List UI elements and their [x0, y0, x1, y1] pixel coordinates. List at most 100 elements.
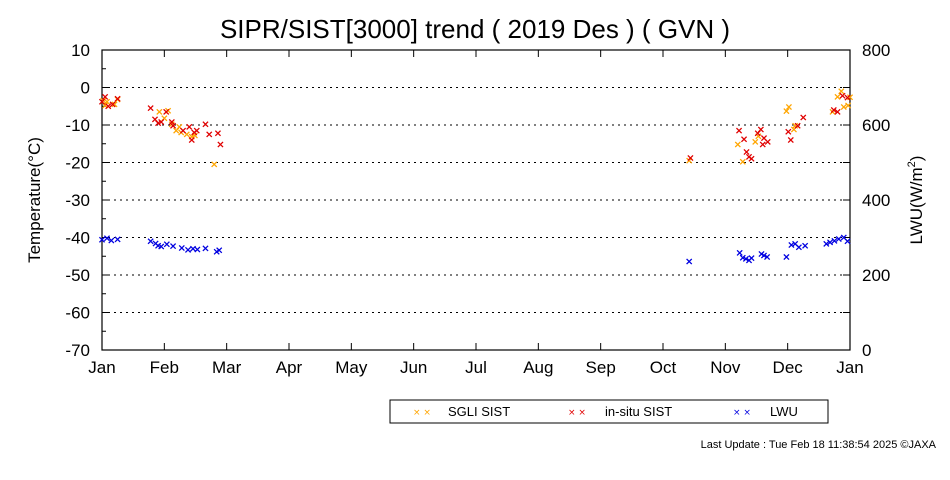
x-tick-label: Jan	[836, 358, 863, 377]
data-point	[823, 240, 830, 247]
y2-axis-label: LWU(W/m2)	[906, 156, 926, 245]
legend-label-sgli: SGLI SIST	[448, 404, 510, 419]
data-point	[111, 101, 118, 108]
data-point	[764, 253, 771, 261]
data-point	[163, 108, 170, 115]
data-point	[98, 236, 106, 243]
data-point	[840, 103, 847, 111]
data-point	[168, 118, 175, 126]
y-tick-label: 10	[71, 41, 90, 60]
data-points	[98, 88, 854, 265]
legend-marker-insitu: × ×	[568, 408, 586, 418]
axes: 100-10-20-30-40-50-60-708006004002000Jan…	[65, 41, 890, 377]
data-point	[764, 138, 771, 145]
chart-title: SIPR/SIST[3000] trend ( 2019 Des ) ( GVN…	[220, 14, 730, 44]
x-tick-label: Nov	[710, 358, 741, 377]
data-point	[838, 88, 845, 95]
y2-tick-label: 800	[862, 41, 890, 60]
legend-label-lwu: LWU	[770, 404, 798, 419]
series-0	[100, 88, 854, 168]
data-point	[98, 98, 106, 105]
data-point	[831, 237, 838, 244]
data-point	[742, 255, 749, 262]
y2-axis-label-sup: 2	[906, 161, 918, 167]
data-point	[834, 93, 841, 100]
y-tick-label: -60	[65, 304, 90, 323]
y-tick-label: -70	[65, 341, 90, 360]
x-tick-label: Feb	[150, 358, 179, 377]
legend-marker-sgli: × ×	[413, 408, 431, 418]
data-point	[202, 245, 209, 252]
data-point	[839, 92, 846, 99]
data-point	[184, 246, 192, 253]
data-point	[844, 238, 851, 245]
data-point	[103, 235, 111, 242]
data-point	[179, 127, 187, 134]
y-tick-label: 0	[81, 79, 90, 98]
data-point	[114, 236, 121, 243]
data-point	[757, 126, 764, 133]
y-tick-label: -50	[65, 266, 90, 285]
data-point	[795, 244, 802, 251]
x-tick-label: Sep	[586, 358, 616, 377]
legend-marker-lwu: × ×	[733, 408, 751, 418]
data-point	[785, 103, 792, 111]
data-point	[783, 253, 790, 261]
data-point	[217, 141, 224, 148]
data-point	[759, 141, 766, 148]
y-tick-label: -10	[65, 116, 90, 135]
x-tick-label: Dec	[773, 358, 804, 377]
data-point	[802, 242, 809, 249]
data-point	[794, 122, 801, 129]
data-point	[170, 122, 177, 129]
data-point	[102, 93, 109, 100]
data-point	[785, 128, 792, 135]
y2-tick-label: 600	[862, 116, 890, 135]
legend: × × SGLI SIST × × in-situ SIST × × LWU	[389, 399, 829, 424]
y-tick-label: -20	[65, 154, 90, 173]
data-point	[826, 239, 834, 246]
data-point	[211, 161, 218, 168]
legend-label-insitu: in-situ SIST	[605, 404, 672, 419]
data-point	[687, 154, 694, 162]
y2-axis-label-end: )	[907, 156, 926, 162]
data-point	[103, 98, 111, 105]
data-point	[748, 255, 755, 262]
legend-box	[389, 399, 829, 424]
y2-tick-label: 0	[862, 341, 871, 360]
data-point	[760, 252, 768, 259]
x-tick-label: Aug	[523, 358, 553, 377]
data-point	[156, 108, 163, 115]
x-tick-label: Jun	[400, 358, 427, 377]
data-point	[188, 136, 195, 144]
data-point	[844, 94, 851, 101]
data-point	[158, 118, 165, 126]
data-point	[202, 121, 209, 128]
y2-axis-label-base: LWU(W/m	[907, 167, 926, 244]
data-point	[792, 122, 799, 129]
y2-tick-label: 400	[862, 191, 890, 210]
data-point	[109, 101, 116, 108]
data-point	[105, 103, 112, 110]
y2-tick-label: 200	[862, 266, 890, 285]
data-point	[835, 235, 842, 243]
data-point	[734, 141, 741, 148]
data-point	[147, 105, 154, 112]
y-tick-label: -30	[65, 191, 90, 210]
data-point	[170, 243, 177, 250]
data-point	[830, 106, 837, 114]
data-point	[114, 95, 121, 102]
data-point	[800, 114, 807, 121]
data-point	[686, 258, 693, 265]
y-axis-label: Temperature(°C)	[25, 137, 44, 263]
data-point	[739, 158, 746, 165]
last-update-footer: Last Update : Tue Feb 18 11:38:54 2025 ©…	[701, 439, 937, 451]
data-point	[206, 131, 213, 138]
data-point	[214, 130, 221, 137]
x-tick-label: Oct	[650, 358, 677, 377]
data-point	[740, 136, 748, 143]
x-tick-label: Apr	[276, 358, 303, 377]
data-point	[163, 241, 170, 248]
data-point	[834, 108, 841, 115]
